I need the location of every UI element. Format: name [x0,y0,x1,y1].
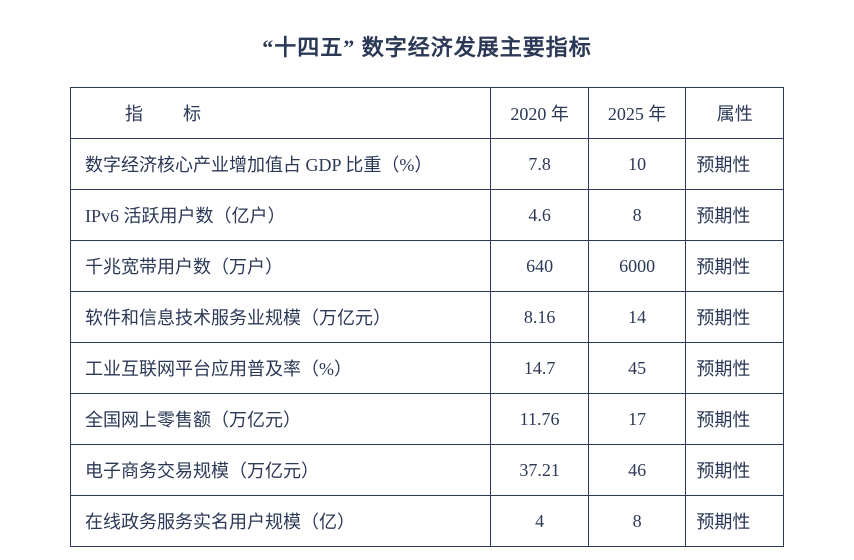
cell-indicator: IPv6 活跃用户数（亿户） [71,190,491,241]
cell-attr: 预期性 [686,190,784,241]
indicators-table: 指标 2020 年 2025 年 属性 数字经济核心产业增加值占 GDP 比重（… [70,87,784,547]
cell-attr: 预期性 [686,292,784,343]
cell-indicator: 工业互联网平台应用普及率（%） [71,343,491,394]
cell-2025: 6000 [588,241,686,292]
table-row: 在线政务服务实名用户规模（亿） 4 8 预期性 [71,496,784,547]
table-row: 电子商务交易规模（万亿元） 37.21 46 预期性 [71,445,784,496]
cell-2020: 8.16 [491,292,589,343]
cell-2025: 17 [588,394,686,445]
cell-indicator: 数字经济核心产业增加值占 GDP 比重（%） [71,139,491,190]
cell-indicator: 全国网上零售额（万亿元） [71,394,491,445]
table-row: 软件和信息技术服务业规模（万亿元） 8.16 14 预期性 [71,292,784,343]
cell-2020: 4.6 [491,190,589,241]
table-header-row: 指标 2020 年 2025 年 属性 [71,88,784,139]
cell-2025: 46 [588,445,686,496]
cell-attr: 预期性 [686,496,784,547]
cell-indicator: 在线政务服务实名用户规模（亿） [71,496,491,547]
cell-2020: 37.21 [491,445,589,496]
cell-2020: 14.7 [491,343,589,394]
cell-attr: 预期性 [686,139,784,190]
cell-2020: 4 [491,496,589,547]
cell-2020: 7.8 [491,139,589,190]
cell-attr: 预期性 [686,394,784,445]
page-title: “十四五” 数字经济发展主要指标 [70,30,784,62]
table-row: 工业互联网平台应用普及率（%） 14.7 45 预期性 [71,343,784,394]
col-header-attr: 属性 [686,88,784,139]
cell-attr: 预期性 [686,343,784,394]
table-row: IPv6 活跃用户数（亿户） 4.6 8 预期性 [71,190,784,241]
col-header-indicator: 指标 [71,88,491,139]
cell-2020: 11.76 [491,394,589,445]
table-row: 数字经济核心产业增加值占 GDP 比重（%） 7.8 10 预期性 [71,139,784,190]
table-row: 全国网上零售额（万亿元） 11.76 17 预期性 [71,394,784,445]
cell-attr: 预期性 [686,241,784,292]
cell-indicator: 软件和信息技术服务业规模（万亿元） [71,292,491,343]
cell-indicator: 千兆宽带用户数（万户） [71,241,491,292]
col-header-2020: 2020 年 [491,88,589,139]
table-row: 千兆宽带用户数（万户） 640 6000 预期性 [71,241,784,292]
cell-attr: 预期性 [686,445,784,496]
cell-2025: 45 [588,343,686,394]
cell-2025: 14 [588,292,686,343]
cell-2025: 8 [588,190,686,241]
cell-2025: 10 [588,139,686,190]
table-body: 数字经济核心产业增加值占 GDP 比重（%） 7.8 10 预期性 IPv6 活… [71,139,784,547]
cell-indicator: 电子商务交易规模（万亿元） [71,445,491,496]
cell-2020: 640 [491,241,589,292]
cell-2025: 8 [588,496,686,547]
col-header-2025: 2025 年 [588,88,686,139]
